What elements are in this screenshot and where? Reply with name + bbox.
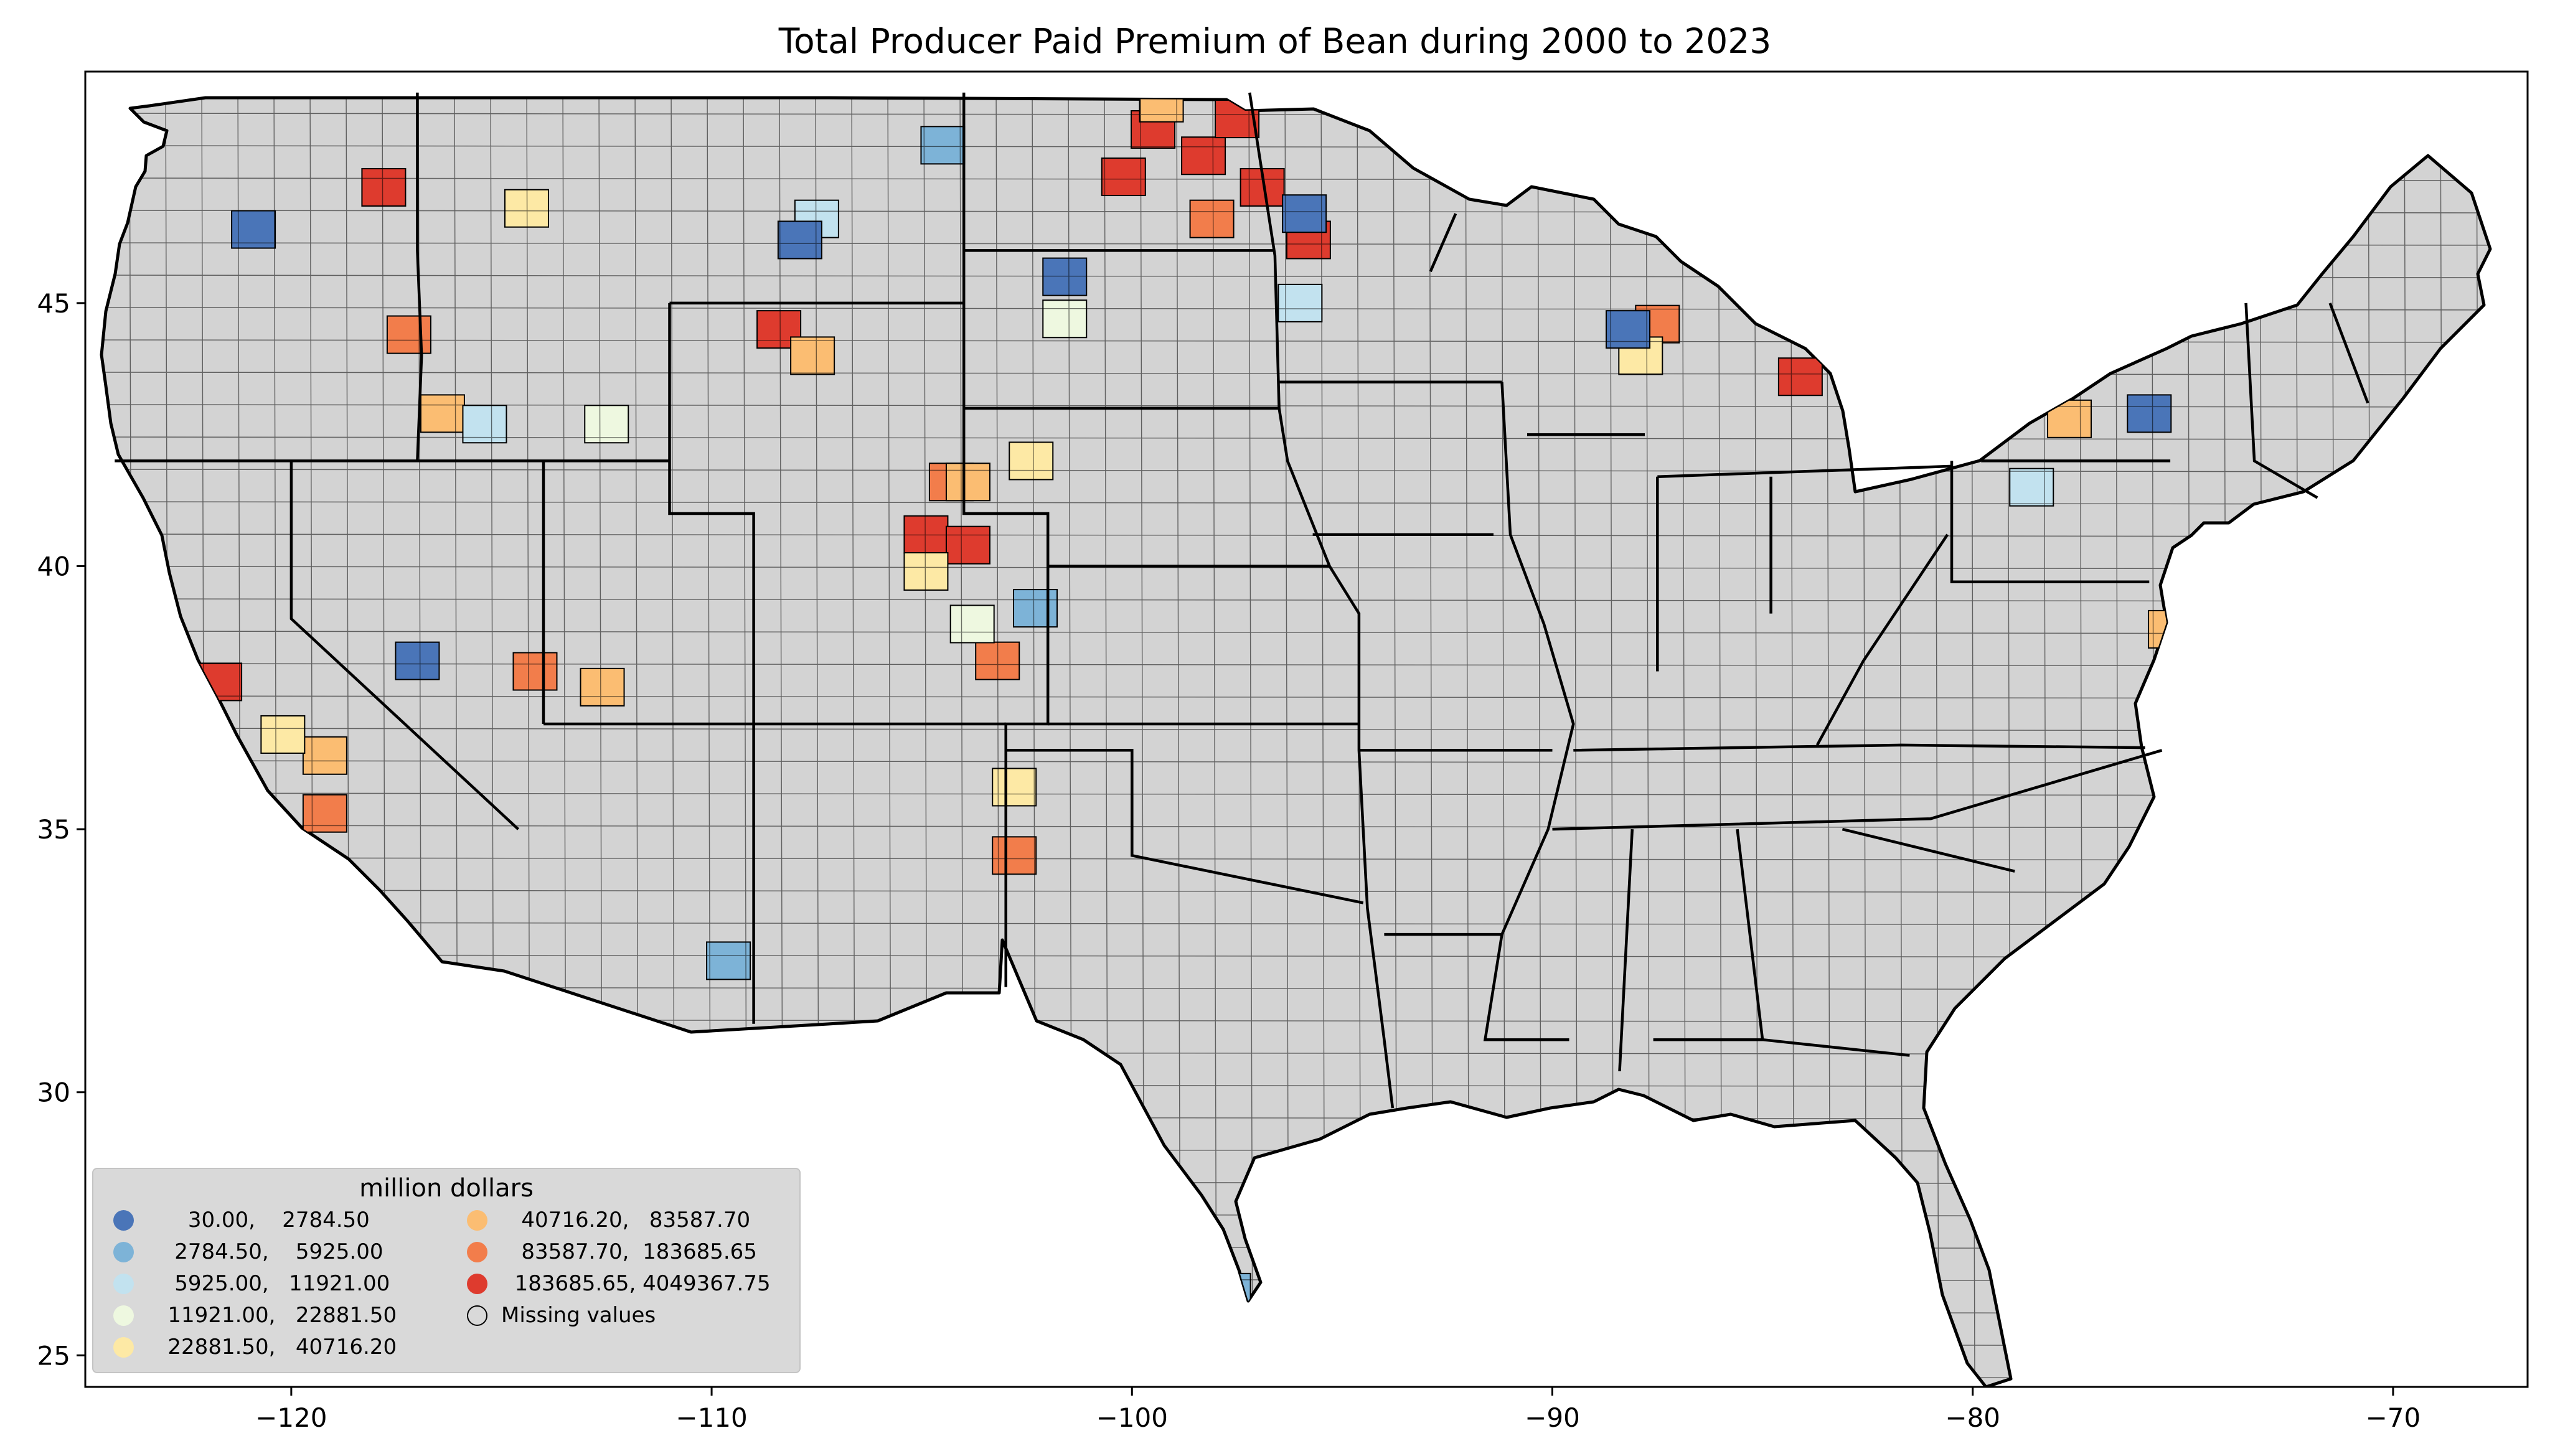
county-region xyxy=(386,315,431,354)
state-boundary xyxy=(962,92,1050,987)
county-region xyxy=(1101,157,1146,197)
state-boundary xyxy=(1005,749,1364,904)
county-region xyxy=(949,604,995,644)
state-boundary xyxy=(1483,382,1575,1041)
county-region xyxy=(420,394,465,433)
county-region xyxy=(1139,98,1184,123)
state-boundaries xyxy=(115,92,2369,1109)
county-region xyxy=(1277,283,1323,322)
legend-label: 5925.00, 11921.00 xyxy=(148,1271,390,1296)
legend-swatch-icon xyxy=(113,1305,134,1326)
state-boundary xyxy=(1842,827,2015,873)
x-tick-label: −120 xyxy=(255,1402,327,1433)
legend-swatch-icon xyxy=(113,1336,134,1358)
state-boundary xyxy=(1248,92,1395,1109)
state-boundary xyxy=(2244,303,2318,499)
county-region xyxy=(361,167,407,207)
x-tick-label: −100 xyxy=(1096,1402,1168,1433)
legend-item: 83587.70, 183685.65 xyxy=(467,1237,757,1267)
county-region xyxy=(1189,199,1235,238)
county-region xyxy=(945,525,990,565)
legend-swatch-icon xyxy=(113,1209,134,1231)
legend-item: 2784.50, 5925.00 xyxy=(113,1237,383,1267)
county-region xyxy=(1181,136,1226,176)
legend-label: 40716.20, 83587.70 xyxy=(501,1208,751,1233)
legend-title: million dollars xyxy=(359,1174,534,1203)
county-region xyxy=(1042,299,1088,339)
county-region xyxy=(462,405,507,444)
state-boundary xyxy=(1657,464,1952,479)
state-boundary xyxy=(1552,749,2163,831)
county-region xyxy=(395,641,440,680)
legend-item: 40716.20, 83587.70 xyxy=(467,1205,750,1235)
legend-label: 183685.65, 4049367.75 xyxy=(501,1271,771,1296)
legend-swatch-icon xyxy=(113,1241,134,1262)
state-boundary xyxy=(1815,533,1949,746)
state-boundary xyxy=(289,461,520,830)
legend-item: 22881.50, 40716.20 xyxy=(113,1332,397,1362)
county-region xyxy=(231,210,276,249)
state-boundary xyxy=(1762,1038,1910,1057)
legend-swatch-icon xyxy=(467,1273,487,1294)
county-region xyxy=(512,652,558,691)
state-boundary xyxy=(668,303,755,1024)
map-title: Total Producer Paid Premium of Bean duri… xyxy=(778,21,1772,61)
y-tick-label: 30 xyxy=(37,1078,70,1108)
legend-swatch-icon xyxy=(467,1305,487,1326)
county-region xyxy=(790,336,835,375)
county-region xyxy=(1042,257,1088,296)
state-boundary xyxy=(1573,743,2145,752)
y-tick-label: 40 xyxy=(37,551,70,581)
y-tick-label: 25 xyxy=(37,1340,70,1371)
legend: million dollars 30.00, 2784.50 2784.50, … xyxy=(92,1168,801,1373)
county-region xyxy=(706,941,751,980)
state-boundary xyxy=(416,92,423,461)
y-tick-label: 35 xyxy=(37,814,70,845)
us-map-outline xyxy=(100,96,2492,1386)
legend-label: 22881.50, 40716.20 xyxy=(148,1335,397,1360)
legend-label: 11921.00, 22881.50 xyxy=(148,1303,397,1328)
county-region xyxy=(302,794,347,833)
x-tick-label: −90 xyxy=(1525,1402,1580,1433)
county-region xyxy=(1606,310,1651,349)
state-boundary xyxy=(2328,303,2369,404)
x-tick-label: −70 xyxy=(2366,1402,2421,1433)
county-region xyxy=(1009,441,1054,481)
x-tick-label: −80 xyxy=(1945,1402,2000,1433)
county-region xyxy=(992,768,1037,807)
legend-item: 11921.00, 22881.50 xyxy=(113,1300,397,1330)
legend-label: 83587.70, 183685.65 xyxy=(501,1239,757,1264)
legend-swatch-icon xyxy=(113,1273,134,1294)
county-region xyxy=(992,836,1037,875)
axis-ticks: −120 −110 −100 −90 −80 −70 25 30 35 40 45 xyxy=(37,288,2421,1433)
county-region xyxy=(945,463,990,502)
county-region xyxy=(260,715,306,754)
y-tick-label: 45 xyxy=(37,288,70,319)
county-region xyxy=(1282,194,1327,233)
legend-item: Missing values xyxy=(467,1300,656,1330)
legend-item: 5925.00, 11921.00 xyxy=(113,1269,390,1299)
county-region xyxy=(580,667,625,707)
legend-swatch-icon xyxy=(467,1241,487,1262)
state-boundary xyxy=(1618,829,1634,1072)
legend-item: 30.00, 2784.50 xyxy=(113,1205,370,1235)
county-region xyxy=(2127,394,2172,433)
legend-label: Missing values xyxy=(501,1303,656,1328)
county-region xyxy=(2009,467,2054,507)
state-boundary xyxy=(1429,213,1457,273)
state-boundary xyxy=(1950,461,2150,584)
legend-item: 183685.65, 4049367.75 xyxy=(467,1269,771,1299)
county-region xyxy=(903,552,949,591)
legend-label: 30.00, 2784.50 xyxy=(148,1208,370,1233)
legend-label: 2784.50, 5925.00 xyxy=(148,1239,383,1264)
legend-swatch-icon xyxy=(467,1209,487,1231)
county-region xyxy=(302,736,347,775)
x-tick-label: −110 xyxy=(675,1402,747,1433)
county-region xyxy=(1012,589,1058,628)
county-region xyxy=(920,126,966,165)
county-region xyxy=(777,220,822,260)
county-region xyxy=(1777,357,1823,397)
